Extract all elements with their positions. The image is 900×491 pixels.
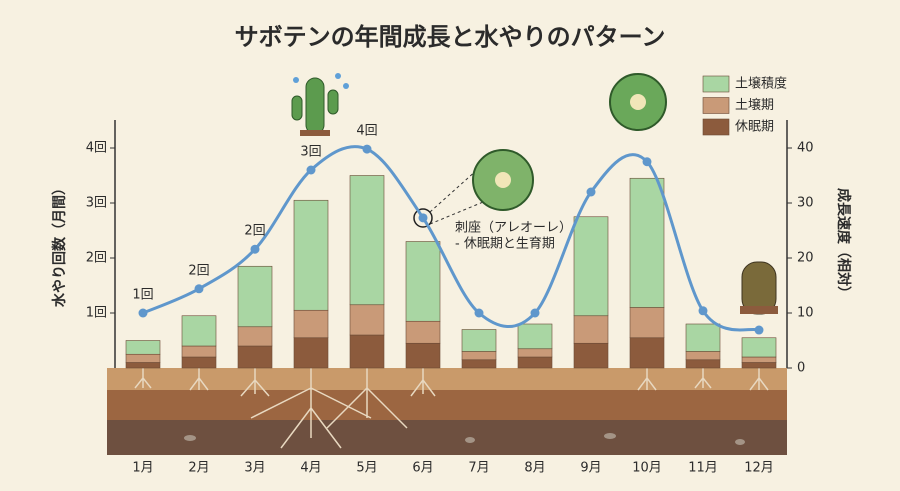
- y2-tick-label: 0: [797, 361, 805, 376]
- point-label: 3回: [300, 145, 321, 160]
- y-tick-label: 1回: [86, 306, 107, 321]
- bar-segment: [573, 315, 609, 344]
- y2-tick-label: 40: [797, 141, 814, 156]
- legend-swatch: [702, 97, 730, 114]
- bar-segment: [573, 216, 609, 317]
- bar-segment: [405, 320, 441, 344]
- bar-segment: [741, 362, 777, 369]
- bar-segment: [181, 315, 217, 347]
- soil: [107, 368, 787, 455]
- x-tick-label: 1月: [132, 461, 153, 476]
- line-point: [418, 213, 428, 223]
- x-tick-label: 9月: [580, 461, 601, 476]
- bar-segment: [181, 356, 217, 369]
- annotation: - 休眠期と生育期: [455, 236, 555, 252]
- y-axis-title: 水やり回数（月間）: [51, 181, 68, 308]
- line-point: [194, 284, 204, 294]
- line-point: [530, 308, 540, 318]
- cactus-icon: [291, 73, 349, 136]
- bar-segment: [461, 351, 497, 361]
- line-point: [362, 144, 372, 154]
- bar-segment: [685, 359, 721, 369]
- y-tick-label: 4回: [86, 141, 107, 156]
- bar-segment: [349, 334, 385, 369]
- legend-swatch: [702, 75, 730, 93]
- x-tick-label: 8月: [524, 461, 545, 476]
- bar-segment: [349, 175, 385, 306]
- x-tick-label: 10月: [632, 461, 662, 476]
- callout: 刺座（アレオーレ） - 休眠期と生育期: [413, 149, 572, 252]
- point-label: 1回: [132, 288, 153, 303]
- line-point: [306, 165, 316, 175]
- bar-segment: [125, 340, 161, 355]
- x-tick-label: 11月: [688, 461, 718, 476]
- bar-segment: [237, 265, 273, 328]
- line-point: [586, 187, 596, 197]
- bar-segment: [405, 342, 441, 369]
- bar-segment: [293, 337, 329, 369]
- y2-axis-title: 成長速度（相対）: [835, 188, 852, 300]
- bar-segment: [293, 309, 329, 339]
- cactus-barrel-icon: [740, 261, 778, 315]
- bar-segment: [741, 356, 777, 363]
- line-point: [250, 244, 260, 254]
- y-tick-label: 3回: [86, 196, 107, 211]
- bar-segment: [629, 177, 665, 308]
- bar-segment: [517, 323, 553, 350]
- x-tick-label: 2月: [188, 461, 209, 476]
- bar-segment: [629, 337, 665, 369]
- bar-segment: [741, 337, 777, 358]
- legend-label: 土壌期: [735, 98, 774, 113]
- point-label: 2回: [188, 263, 209, 278]
- legend-label: 休眠期: [735, 120, 774, 135]
- cactus-top-icon: [609, 73, 667, 131]
- chart-title: サボテンの年間成長と水やりのパターン: [235, 23, 666, 51]
- x-tick-label: 6月: [412, 461, 433, 476]
- bar-segment: [461, 329, 497, 352]
- x-tick-label: 4月: [300, 461, 321, 476]
- line-point: [138, 308, 148, 318]
- legend-swatch: [702, 118, 730, 136]
- point-label: 4回: [356, 124, 377, 139]
- line-point: [754, 325, 764, 335]
- x-tick-label: 7月: [468, 461, 489, 476]
- bar-segment: [685, 351, 721, 361]
- bar-segment: [237, 326, 273, 347]
- x-tick-label: 5月: [356, 461, 377, 476]
- point-label: 2回: [244, 224, 265, 239]
- y-tick-label: 2回: [86, 251, 107, 266]
- line-point: [474, 308, 484, 318]
- legend-label: 土壌積度: [735, 76, 787, 92]
- bar-segment: [125, 353, 161, 363]
- y2-tick-label: 20: [797, 251, 814, 266]
- line-point: [642, 157, 652, 167]
- bar-segment: [573, 342, 609, 369]
- bar-segment: [517, 348, 553, 358]
- bar-segment: [629, 307, 665, 339]
- y2-tick-label: 30: [797, 196, 814, 211]
- x-tick-label: 12月: [744, 461, 774, 476]
- annotation: 刺座（アレオーレ）: [455, 221, 572, 236]
- bar-segment: [685, 323, 721, 352]
- line-point: [698, 306, 708, 316]
- x-tick-label: 3月: [244, 461, 265, 476]
- bar-segment: [349, 304, 385, 336]
- y2-tick-label: 10: [797, 306, 814, 321]
- bar-segment: [293, 199, 329, 311]
- bar-segment: [517, 356, 553, 369]
- bar-segment: [181, 345, 217, 358]
- bar-segment: [237, 345, 273, 369]
- bar-segment: [125, 362, 161, 369]
- bar-segment: [405, 241, 441, 322]
- bar-segment: [461, 359, 497, 369]
